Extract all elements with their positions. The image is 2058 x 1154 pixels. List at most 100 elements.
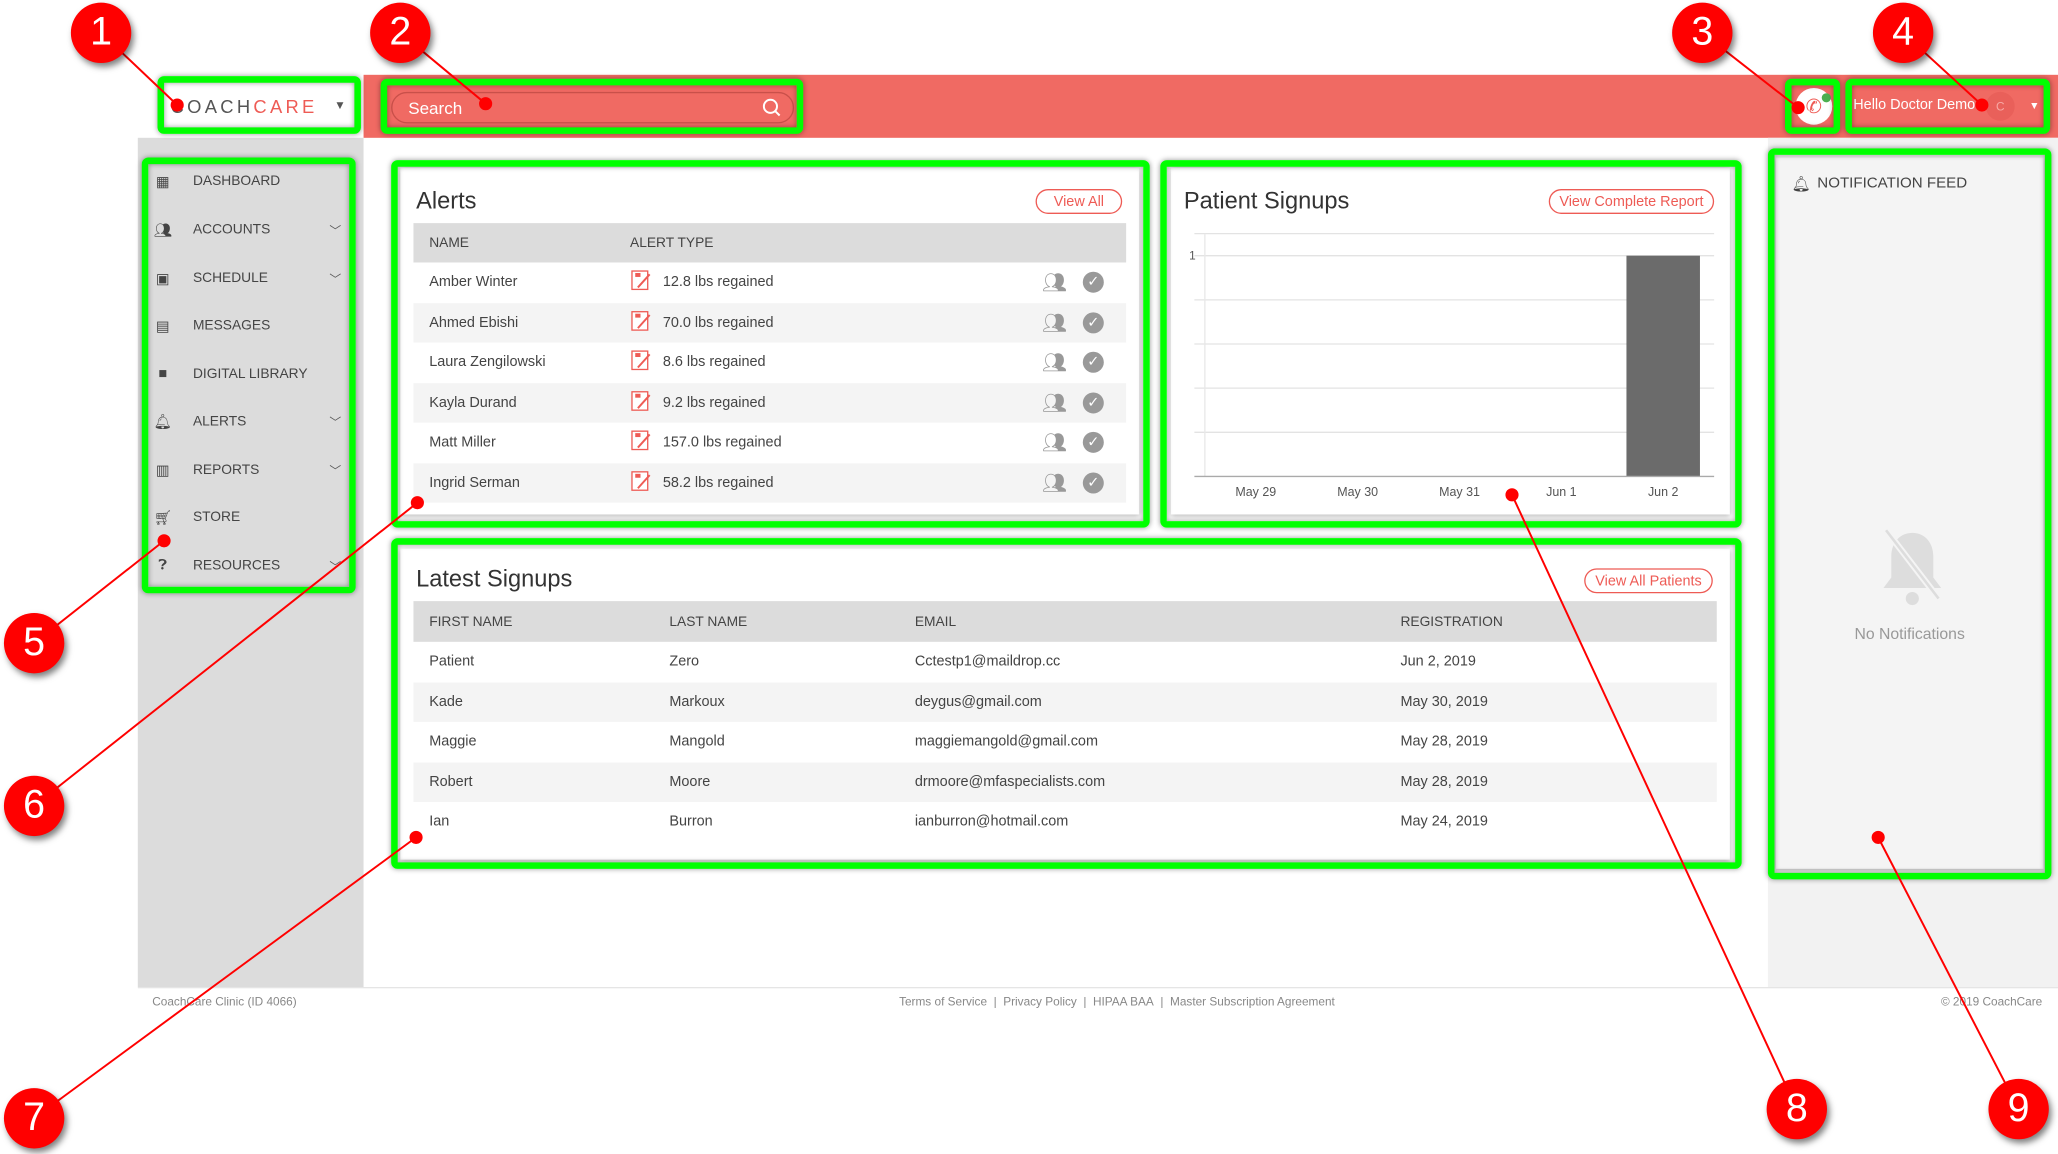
alert-row[interactable]: Matt Miller 157.0 lbs regained 👥︎ ✓ <box>413 423 1126 463</box>
alert-type: 58.2 lbs regained <box>662 474 774 491</box>
patient-name[interactable]: Ingrid Serman <box>429 474 520 491</box>
logo-text-red: CARE <box>253 95 318 117</box>
phone-icon: ✆ <box>1805 95 1823 119</box>
email: ianburron@hotmail.com <box>914 814 1069 830</box>
first-name: Kade <box>429 693 463 710</box>
divider: | <box>993 994 997 1008</box>
chevron-down-icon[interactable]: ﹀ <box>329 415 342 429</box>
alerts-card: Alerts View All NAME ALERT TYPE Amber Wi… <box>400 168 1140 515</box>
sidebar-item-messages[interactable]: ▤ MESSAGES <box>150 306 347 345</box>
sidebar-item-store[interactable]: 🛒︎ STORE <box>150 497 347 536</box>
patient-signups-chart: 1 May 29 May 30 May 31 Jun 1 Jun 2 <box>1189 232 1715 499</box>
weight-alert-icon <box>630 470 652 496</box>
annotation-badge: 5 <box>3 612 65 674</box>
email: deygus@gmail.com <box>914 693 1042 710</box>
notification-feed: 🔔︎ NOTIFICATION FEED No Notifications <box>1775 157 2044 869</box>
annotation-box <box>1845 78 2051 134</box>
column-header-last-name: LAST NAME <box>669 613 748 630</box>
folder-icon: ■ <box>158 366 168 382</box>
sidebar-item-accounts[interactable]: 👥︎ ACCOUNTS ﹀ <box>150 210 347 249</box>
first-name: Robert <box>429 774 473 790</box>
privacy-link[interactable]: Privacy Policy <box>1003 994 1077 1008</box>
view-complete-report-button[interactable]: View Complete Report <box>1548 189 1715 214</box>
sidebar-item-digital-library[interactable]: ■ DIGITAL LIBRARY <box>150 354 347 393</box>
last-name: Markoux <box>669 693 725 710</box>
sidebar-item-schedule[interactable]: ▣ SCHEDULE ﹀ <box>150 259 347 298</box>
assign-patient-icon[interactable]: 👥︎ <box>1042 352 1068 375</box>
assign-patient-icon[interactable]: 👥︎ <box>1042 312 1068 335</box>
column-header-email: EMAIL <box>914 613 957 630</box>
signup-row[interactable]: Maggie Mangold maggiemangold@gmail.com May … <box>413 722 1716 762</box>
check-circle-icon[interactable]: ✓ <box>1082 312 1104 334</box>
check-circle-icon[interactable]: ✓ <box>1082 432 1104 454</box>
subscription-agreement-link[interactable]: Master Subscription Agreement <box>1170 994 1335 1008</box>
dashboard-icon: ▦ <box>155 173 170 190</box>
alert-row[interactable]: Ahmed Ebishi 70.0 lbs regained 👥︎ ✓ <box>413 302 1127 343</box>
last-name: Mangold <box>669 734 725 750</box>
column-header-alert-type: ALERT TYPE <box>630 234 714 251</box>
email: Cctestp1@maildrop.cc <box>914 653 1061 670</box>
patient-name[interactable]: Matt Miller <box>429 434 496 451</box>
patient-name[interactable]: Ahmed Ebishi <box>429 314 519 331</box>
signup-row[interactable]: Ian Burron ianburron@hotmail.com May 24, 20… <box>413 802 1716 842</box>
sidebar-item-label: SCHEDULE <box>192 270 268 287</box>
chevron-down-icon[interactable]: ﹀ <box>329 223 342 237</box>
annotation-badge: 4 <box>1872 2 1934 63</box>
patient-name[interactable]: Amber Winter <box>429 274 518 291</box>
x-tick-label: Jun 2 <box>1648 485 1679 499</box>
annotation-box <box>391 160 1150 528</box>
chevron-down-icon[interactable]: ﹀ <box>329 463 342 478</box>
sidebar-item-alerts[interactable]: 🔔︎ ALERTS ﹀ <box>150 402 347 441</box>
patient-name[interactable]: Laura Zengilowski <box>429 354 546 371</box>
chevron-down-icon[interactable]: ﹀ <box>329 272 342 286</box>
assign-patient-icon[interactable]: 👥︎ <box>1042 432 1068 455</box>
signup-row[interactable]: Patient Zero Cctestp1@maildrop.cc Jun 2, 20… <box>413 642 1716 682</box>
user-greeting[interactable]: Hello Doctor Demo . <box>1853 97 1984 113</box>
weight-alert-icon <box>630 309 652 335</box>
sidebar-item-reports[interactable]: ▥ REPORTS ﹀ <box>150 450 347 489</box>
check-circle-icon[interactable]: ✓ <box>1082 352 1104 374</box>
alert-row[interactable]: Ingrid Serman 58.2 lbs regained 👥︎ ✓ <box>413 462 1127 503</box>
first-name: Ian <box>429 814 450 830</box>
view-all-alerts-button[interactable]: View All <box>1035 189 1123 214</box>
assign-patient-icon[interactable]: 👥︎ <box>1042 272 1068 295</box>
sidebar-item-dashboard[interactable]: ▦ DASHBOARD <box>150 161 347 200</box>
view-all-patients-button[interactable]: View All Patients <box>1584 568 1713 594</box>
check-circle-icon[interactable]: ✓ <box>1082 392 1104 414</box>
signup-row[interactable]: Kade Markoux deygus@gmail.com May 30, 2019 <box>413 681 1717 722</box>
copyright: © 2019 CoachCare <box>1940 994 2043 1008</box>
check-circle-icon[interactable]: ✓ <box>1082 272 1104 294</box>
alert-row[interactable]: Amber Winter 12.8 lbs regained 👥︎ ✓ <box>413 263 1126 303</box>
annotation-badge: 2 <box>370 2 431 63</box>
terms-link[interactable]: Terms of Service <box>899 994 988 1008</box>
email: maggiemangold@gmail.com <box>914 734 1098 750</box>
logo-clinic-selector[interactable]: COACH CARE ▼ <box>160 81 357 132</box>
annotation-box <box>391 538 1742 869</box>
avatar[interactable]: C <box>1985 91 2015 121</box>
annotation-badge: 6 <box>3 775 65 837</box>
alert-row[interactable]: Laura Zengilowski 8.6 lbs regained 👥︎ ✓ <box>413 343 1126 383</box>
check-circle-icon[interactable]: ✓ <box>1082 472 1104 494</box>
patient-name[interactable]: Kayla Durand <box>429 394 517 411</box>
search-input[interactable]: Search <box>391 91 795 124</box>
patient-signups-title: Patient Signups <box>1183 187 1350 214</box>
last-name: Zero <box>669 653 700 670</box>
assign-patient-icon[interactable]: 👥︎ <box>1042 472 1068 495</box>
column-header-registration: REGISTRATION <box>1400 613 1503 630</box>
registration-date: May 28, 2019 <box>1400 734 1488 750</box>
first-name: Maggie <box>429 734 477 750</box>
sidebar-item-label: ALERTS <box>192 413 247 430</box>
hipaa-link[interactable]: HIPAA BAA <box>1092 994 1154 1008</box>
search-icon[interactable] <box>761 97 782 118</box>
last-name: Burron <box>669 814 713 830</box>
annotation-box <box>1160 160 1742 528</box>
assign-patient-icon[interactable]: 👥︎ <box>1042 392 1068 415</box>
x-tick-label: May 31 <box>1439 485 1480 499</box>
alert-row[interactable]: Kayla Durand 9.2 lbs regained 👥︎ ✓ <box>413 382 1127 423</box>
user-menu-caret-icon[interactable]: ▼ <box>2029 99 2040 112</box>
signup-row[interactable]: Robert Moore drmoore@mfaspecialists.com May… <box>413 761 1717 802</box>
weight-alert-icon <box>630 389 652 415</box>
feed-title: NOTIFICATION FEED <box>1817 175 1968 192</box>
x-tick-label: Jun 1 <box>1546 485 1577 499</box>
